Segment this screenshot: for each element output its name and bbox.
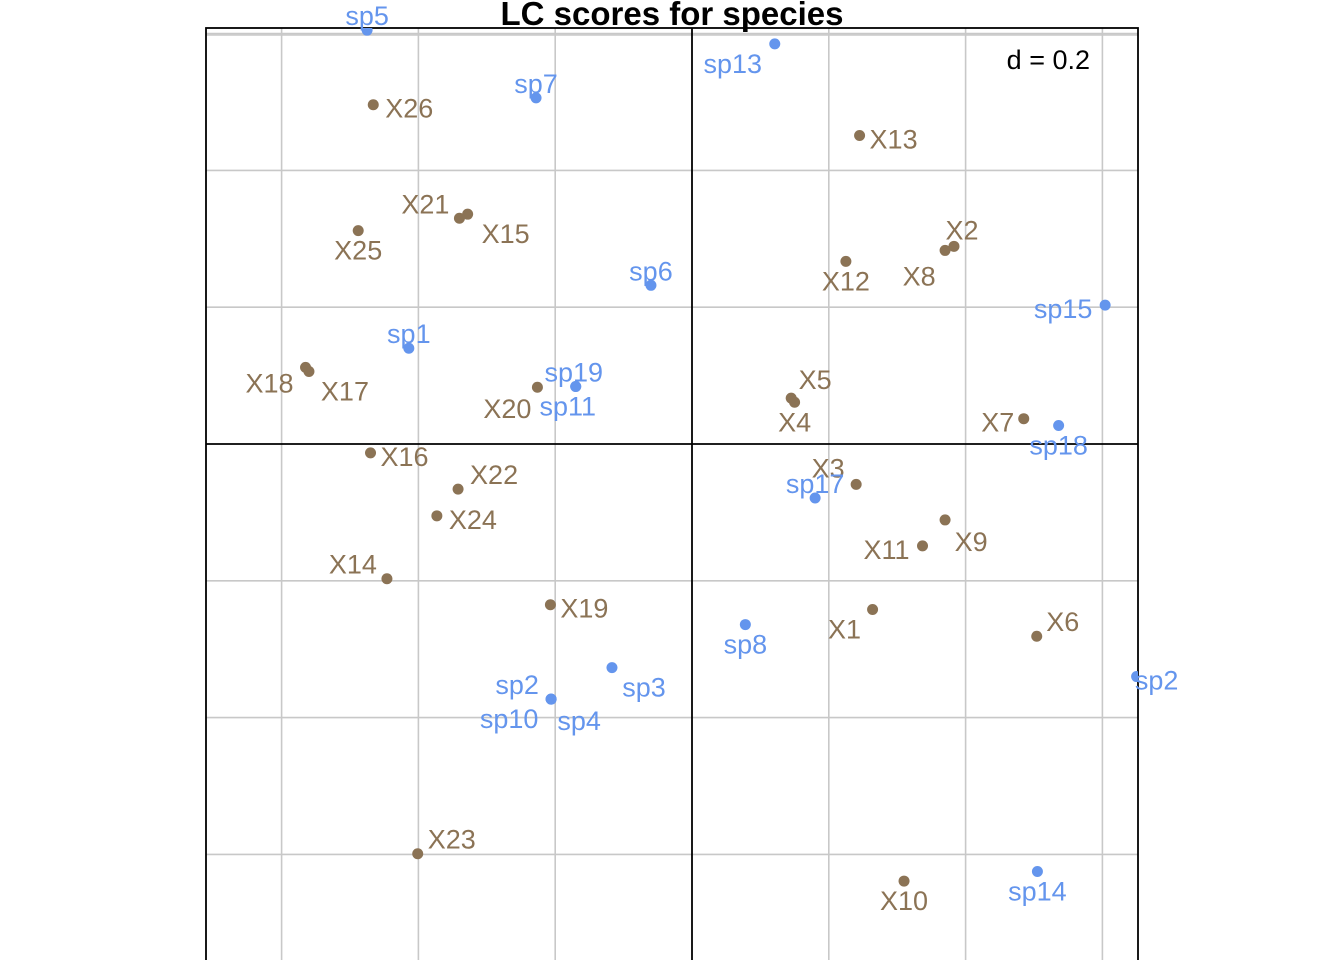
sample-point-x22 — [452, 483, 464, 495]
sample-point-x14 — [381, 573, 393, 585]
sample-label-x10: X10 — [880, 886, 928, 916]
sample-point-x1 — [867, 604, 879, 616]
sample-label-x14: X14 — [329, 550, 377, 580]
sample-label-x11: X11 — [863, 535, 909, 565]
species-point-sp2 — [1131, 671, 1138, 683]
sample-label-x2: X2 — [945, 215, 978, 245]
species-point-sp8 — [739, 619, 751, 631]
sample-label-x22: X22 — [470, 460, 518, 490]
plot-frame — [205, 27, 1139, 960]
species-label-sp2: sp2 — [495, 670, 539, 700]
sample-label-x15: X15 — [482, 219, 530, 249]
sample-point-x3 — [850, 478, 862, 490]
species-label-sp15: sp15 — [1034, 294, 1093, 324]
species-label-sp8: sp8 — [724, 630, 768, 660]
species-label-sp19: sp19 — [544, 358, 603, 388]
species-point-sp7 — [530, 92, 542, 104]
species-label-sp13: sp13 — [703, 49, 762, 79]
species-label-sp2: sp2 — [1135, 666, 1179, 696]
sample-point-x20 — [531, 381, 543, 393]
species-point-sp5 — [361, 28, 373, 36]
species-label-sp18: sp18 — [1029, 431, 1088, 461]
sample-label-x16: X16 — [380, 442, 428, 472]
sample-label-x4: X4 — [778, 407, 811, 437]
species-point-sp3 — [606, 662, 618, 674]
species-point-sp6 — [645, 279, 657, 291]
sample-point-x12 — [840, 255, 852, 267]
sample-point-x15 — [462, 208, 474, 220]
sample-point-x5 — [785, 392, 797, 404]
sample-label-x17: X17 — [321, 376, 369, 406]
species-point-sp19 — [570, 381, 582, 393]
sample-point-x23 — [412, 848, 424, 860]
species-point-sp17 — [809, 492, 821, 504]
species-label-sp11: sp11 — [539, 392, 596, 422]
sample-label-x20: X20 — [483, 394, 531, 424]
sample-point-x19 — [544, 599, 556, 611]
species-point-sp18 — [1053, 420, 1065, 432]
sample-label-x9: X9 — [955, 527, 988, 557]
sample-label-x26: X26 — [385, 94, 433, 124]
sample-point-x6 — [1031, 630, 1043, 642]
sample-point-x8 — [939, 244, 951, 256]
sample-point-x16 — [365, 447, 377, 459]
sample-point-x7 — [1018, 413, 1030, 425]
sample-point-x21 — [453, 212, 465, 224]
species-label-sp4: sp4 — [557, 706, 601, 736]
sample-label-x8: X8 — [903, 261, 936, 291]
sample-point-x10 — [898, 875, 910, 887]
sample-label-x23: X23 — [428, 825, 476, 855]
sample-point-x24 — [431, 510, 443, 522]
sample-point-x9 — [939, 514, 951, 526]
sample-label-x18: X18 — [246, 368, 294, 398]
sample-label-x21: X21 — [401, 189, 449, 219]
species-label-sp14: sp14 — [1008, 877, 1067, 907]
sample-label-x12: X12 — [822, 266, 870, 296]
sample-point-x13 — [854, 130, 866, 142]
sample-label-x1: X1 — [828, 615, 861, 645]
species-point-sp14 — [1031, 866, 1043, 877]
sample-label-x13: X13 — [870, 125, 918, 155]
sample-point-x11 — [917, 540, 929, 552]
species-label-sp17: sp17 — [786, 469, 845, 499]
sample-point-x18 — [300, 361, 312, 373]
sample-label-x3: X3 — [812, 453, 845, 483]
species-label-sp6: sp6 — [629, 256, 673, 286]
species-point-sp10 — [545, 693, 557, 705]
species-label-sp10: sp10 — [480, 704, 539, 734]
sample-point-x26 — [367, 99, 379, 111]
sample-label-x7: X7 — [981, 408, 1014, 438]
sample-point-x25 — [352, 225, 364, 237]
sample-label-x19: X19 — [560, 594, 608, 624]
sample-point-x2 — [948, 240, 960, 252]
sample-label-x24: X24 — [449, 505, 497, 535]
grid-scale-label: d = 0.2 — [1007, 45, 1090, 75]
chart-title: LC scores for species — [501, 0, 844, 32]
species-label-sp7: sp7 — [514, 69, 558, 99]
species-point-sp13 — [769, 38, 781, 50]
species-label-sp3: sp3 — [622, 673, 666, 703]
species-label-sp1: sp1 — [387, 319, 431, 349]
species-label-sp5: sp5 — [345, 1, 389, 31]
plot-frame-bg — [206, 28, 1138, 960]
sample-label-x6: X6 — [1046, 607, 1079, 637]
sample-label-x25: X25 — [334, 236, 382, 266]
species-point-sp1 — [403, 342, 415, 354]
species-point-sp15 — [1099, 299, 1111, 311]
sample-label-x5: X5 — [799, 365, 832, 395]
